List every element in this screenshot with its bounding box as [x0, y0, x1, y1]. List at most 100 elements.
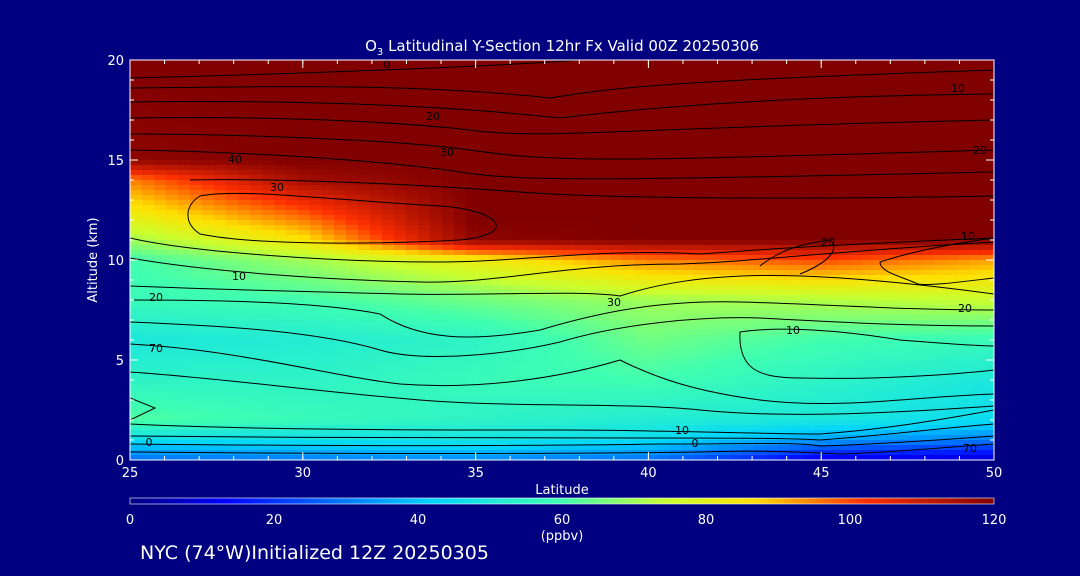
field-cell: [214, 170, 227, 176]
field-cell: [370, 295, 383, 301]
field-cell: [862, 250, 875, 256]
field-cell: [826, 80, 839, 86]
field-cell: [550, 145, 563, 151]
field-cell: [406, 100, 419, 106]
field-cell: [490, 370, 503, 376]
field-cell: [178, 185, 191, 191]
field-cell: [874, 185, 887, 191]
field-cell: [610, 240, 623, 246]
field-cell: [538, 115, 551, 121]
field-cell: [502, 345, 515, 351]
field-cell: [946, 370, 959, 376]
field-cell: [742, 345, 755, 351]
field-cell: [934, 65, 947, 71]
field-cell: [394, 345, 407, 351]
field-cell: [334, 165, 347, 171]
field-cell: [898, 250, 911, 256]
field-cell: [298, 265, 311, 271]
field-cell: [430, 215, 443, 221]
field-cell: [418, 300, 431, 306]
field-cell: [778, 200, 791, 206]
field-cell: [706, 400, 719, 406]
field-cell: [718, 400, 731, 406]
field-cell: [634, 110, 647, 116]
field-cell: [622, 350, 635, 356]
field-cell: [130, 110, 143, 116]
field-cell: [178, 135, 191, 141]
field-cell: [442, 95, 455, 101]
field-cell: [334, 275, 347, 281]
field-cell: [574, 345, 587, 351]
field-cell: [394, 285, 407, 291]
field-cell: [934, 220, 947, 226]
field-cell: [862, 100, 875, 106]
field-cell: [730, 165, 743, 171]
field-cell: [382, 250, 395, 256]
field-cell: [178, 145, 191, 151]
field-cell: [430, 245, 443, 251]
field-cell: [358, 110, 371, 116]
field-cell: [442, 105, 455, 111]
field-cell: [898, 400, 911, 406]
field-cell: [574, 205, 587, 211]
field-cell: [634, 340, 647, 346]
field-cell: [130, 230, 143, 236]
field-cell: [346, 335, 359, 341]
field-cell: [130, 200, 143, 206]
field-cell: [814, 90, 827, 96]
field-cell: [958, 315, 971, 321]
field-cell: [238, 180, 251, 186]
field-cell: [202, 175, 215, 181]
field-cell: [838, 360, 851, 366]
field-cell: [610, 300, 623, 306]
field-cell: [718, 90, 731, 96]
field-cell: [586, 325, 599, 331]
field-cell: [478, 180, 491, 186]
field-cell: [574, 260, 587, 266]
field-cell: [634, 395, 647, 401]
field-cell: [826, 125, 839, 131]
field-cell: [766, 115, 779, 121]
field-cell: [874, 60, 887, 66]
field-cell: [574, 215, 587, 221]
field-cell: [274, 260, 287, 266]
field-cell: [250, 305, 263, 311]
field-cell: [886, 60, 899, 66]
field-cell: [778, 305, 791, 311]
field-cell: [850, 130, 863, 136]
field-cell: [958, 145, 971, 151]
field-cell: [322, 80, 335, 86]
field-cell: [250, 260, 263, 266]
field-cell: [442, 90, 455, 96]
field-cell: [214, 210, 227, 216]
field-cell: [958, 150, 971, 156]
field-cell: [442, 365, 455, 371]
field-cell: [166, 190, 179, 196]
field-cell: [178, 150, 191, 156]
field-cell: [166, 340, 179, 346]
field-cell: [706, 300, 719, 306]
field-cell: [706, 350, 719, 356]
field-cell: [358, 250, 371, 256]
field-cell: [862, 220, 875, 226]
field-cell: [190, 285, 203, 291]
field-cell: [346, 190, 359, 196]
field-cell: [322, 90, 335, 96]
field-cell: [658, 185, 671, 191]
field-cell: [838, 105, 851, 111]
field-cell: [394, 380, 407, 386]
field-cell: [898, 140, 911, 146]
field-cell: [754, 350, 767, 356]
field-cell: [262, 200, 275, 206]
field-cell: [622, 195, 635, 201]
field-cell: [334, 130, 347, 136]
field-cell: [334, 300, 347, 306]
field-cell: [298, 345, 311, 351]
field-cell: [874, 225, 887, 231]
field-cell: [550, 125, 563, 131]
field-cell: [718, 110, 731, 116]
field-cell: [166, 270, 179, 276]
field-cell: [910, 130, 923, 136]
field-cell: [130, 125, 143, 131]
field-cell: [298, 200, 311, 206]
